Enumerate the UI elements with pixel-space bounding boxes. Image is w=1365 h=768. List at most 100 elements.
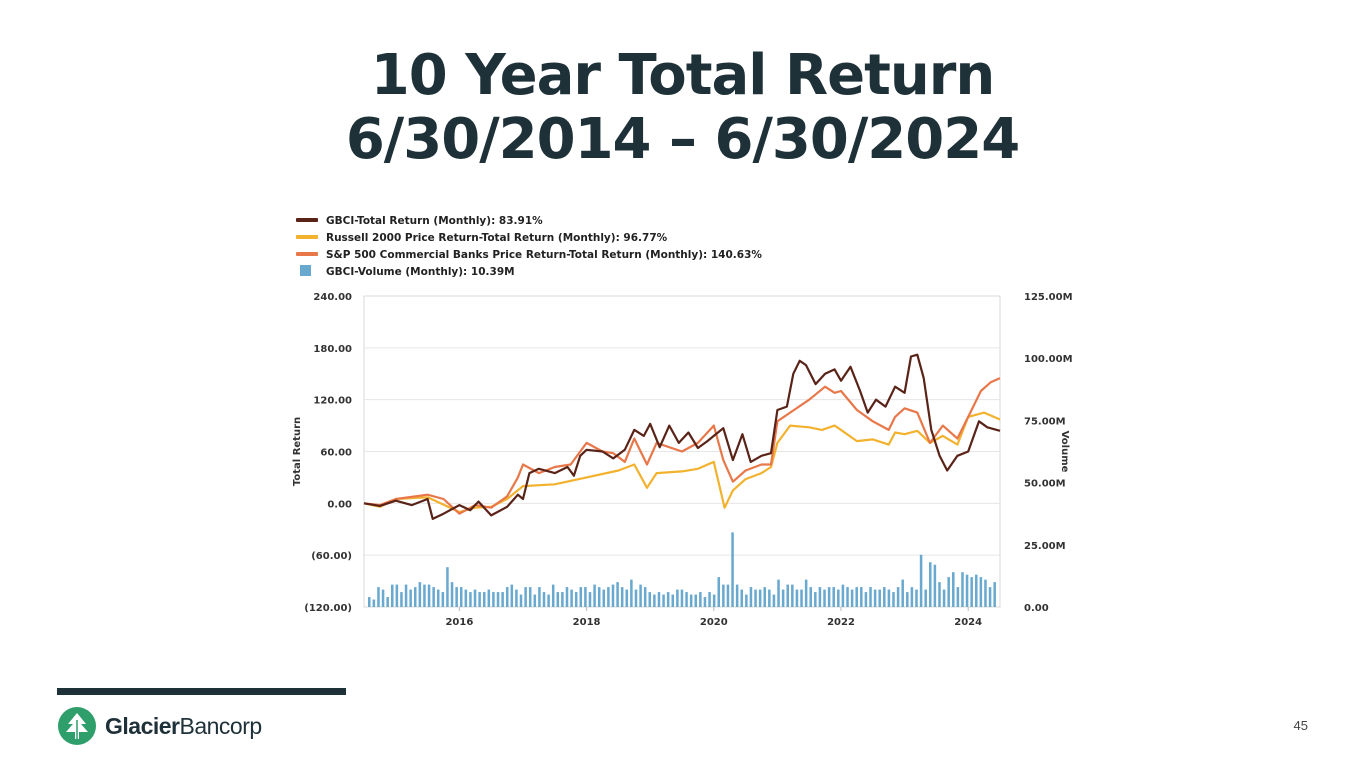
- volume-bar: [754, 589, 757, 607]
- volume-bar: [368, 597, 371, 607]
- volume-bar: [814, 592, 817, 607]
- volume-bar: [634, 589, 638, 607]
- total-return-chart: 240.00 180.00 120.00 60.00 0.00 (60.00) (120.0…: [268, 200, 1100, 655]
- volume-bar: [501, 592, 504, 607]
- volume-bar: [455, 587, 458, 607]
- left-axis-title: Total Return: [292, 417, 303, 486]
- volume-bar: [432, 587, 435, 607]
- volume-bar: [542, 592, 546, 607]
- series-line-2: [363, 377, 1001, 515]
- volume-bar: [519, 594, 523, 607]
- volume-bar: [712, 594, 716, 607]
- company-name: GlacierBancorp: [105, 713, 262, 740]
- volume-bar: [404, 584, 408, 607]
- volume-bar: [611, 584, 615, 607]
- volume-bar: [841, 584, 845, 607]
- volume-bar: [896, 587, 900, 607]
- volume-bar: [643, 587, 647, 607]
- volume-bar: [846, 587, 849, 607]
- volume-bar: [413, 587, 417, 607]
- volume-bar: [786, 584, 789, 607]
- volume-bar: [482, 592, 486, 607]
- volume-bar: [726, 584, 730, 607]
- volume-bar: [441, 592, 445, 607]
- volume-bar: [505, 587, 509, 607]
- volume-bar: [597, 587, 601, 607]
- x-tick-label: 2024: [954, 617, 982, 628]
- volume-bar: [832, 587, 835, 607]
- volume-bar: [892, 592, 895, 607]
- volume-bar: [929, 562, 932, 607]
- volume-bar: [671, 594, 675, 607]
- volume-bar: [662, 594, 665, 607]
- volume-bar: [952, 572, 955, 607]
- volume-bar: [906, 592, 909, 607]
- volume-bar: [883, 587, 886, 607]
- legend-label: Russell 2000 Price Return-Total Return (…: [326, 232, 668, 244]
- volume-bar: [924, 589, 927, 607]
- volume-bar: [717, 577, 721, 607]
- legend-swatch: [296, 218, 318, 222]
- volume-bar: [938, 582, 941, 607]
- x-tick-label: 2020: [700, 617, 728, 628]
- volume-bar: [492, 592, 495, 607]
- volume-bar: [620, 587, 624, 607]
- volume-bar: [625, 589, 629, 607]
- volume-bar: [487, 589, 491, 607]
- volume-bar: [961, 572, 964, 607]
- legend-label: GBCI-Total Return (Monthly): 83.91%: [326, 215, 543, 227]
- volume-bar: [988, 587, 992, 607]
- volume-bar: [473, 589, 477, 607]
- x-tick-label: 2016: [445, 617, 473, 628]
- slide-title: 10 Year Total Return 6/30/2014 – 6/30/20…: [0, 44, 1365, 172]
- volume-bar: [551, 584, 555, 607]
- company-name-bold: Glacier: [105, 712, 180, 739]
- volume-bar: [574, 592, 578, 607]
- volume-bar: [386, 597, 389, 607]
- volume-bar: [915, 589, 918, 607]
- volume-bar: [768, 589, 771, 607]
- volume-bar: [772, 594, 776, 607]
- legend-swatch: [300, 265, 311, 276]
- right-tick-label: 100.00M: [1024, 354, 1073, 365]
- volume-bar: [777, 579, 780, 607]
- volume-bar: [864, 592, 868, 607]
- volume-bar: [496, 592, 500, 607]
- volume-bar: [436, 589, 440, 607]
- legend-swatch: [296, 252, 318, 256]
- volume-bar: [850, 589, 854, 607]
- volume-bar: [616, 582, 619, 607]
- volume-bar: [837, 589, 840, 607]
- volume-bar: [657, 592, 661, 607]
- left-tick-label: 0.00: [327, 499, 352, 510]
- volume-bar: [975, 574, 978, 607]
- legend-label: GBCI-Volume (Monthly): 10.39M: [326, 266, 515, 278]
- right-axis-title: Volume: [1059, 431, 1070, 473]
- volume-bar: [781, 589, 785, 607]
- legend: GBCI-Total Return (Monthly): 83.91% Russe…: [296, 215, 762, 278]
- volume-bar: [538, 587, 541, 607]
- volume-bar: [708, 592, 711, 607]
- volume-bar: [731, 532, 734, 607]
- volume-bar: [758, 589, 762, 607]
- volume-bar: [593, 584, 596, 607]
- series-line-0: [363, 353, 1001, 520]
- volume-bar: [565, 587, 569, 607]
- volume-bar: [584, 587, 587, 607]
- volume-bar: [735, 584, 739, 607]
- volume-bar: [395, 584, 399, 607]
- volume-bar: [947, 577, 950, 607]
- right-tick-label: 25.00M: [1024, 541, 1066, 552]
- volume-bar: [956, 587, 960, 607]
- title-line-2: 6/30/2014 – 6/30/2024: [345, 107, 1020, 172]
- volume-bar: [804, 579, 808, 607]
- volume-bar: [984, 579, 987, 607]
- left-tick-label: 180.00: [313, 344, 352, 355]
- volume-bar: [901, 579, 904, 607]
- volume-bar: [528, 587, 532, 607]
- volume-bar: [869, 587, 872, 607]
- volume-bar: [515, 589, 518, 607]
- volume-bar: [676, 589, 679, 607]
- footer-rule: [57, 688, 346, 695]
- volume-bar: [740, 589, 744, 607]
